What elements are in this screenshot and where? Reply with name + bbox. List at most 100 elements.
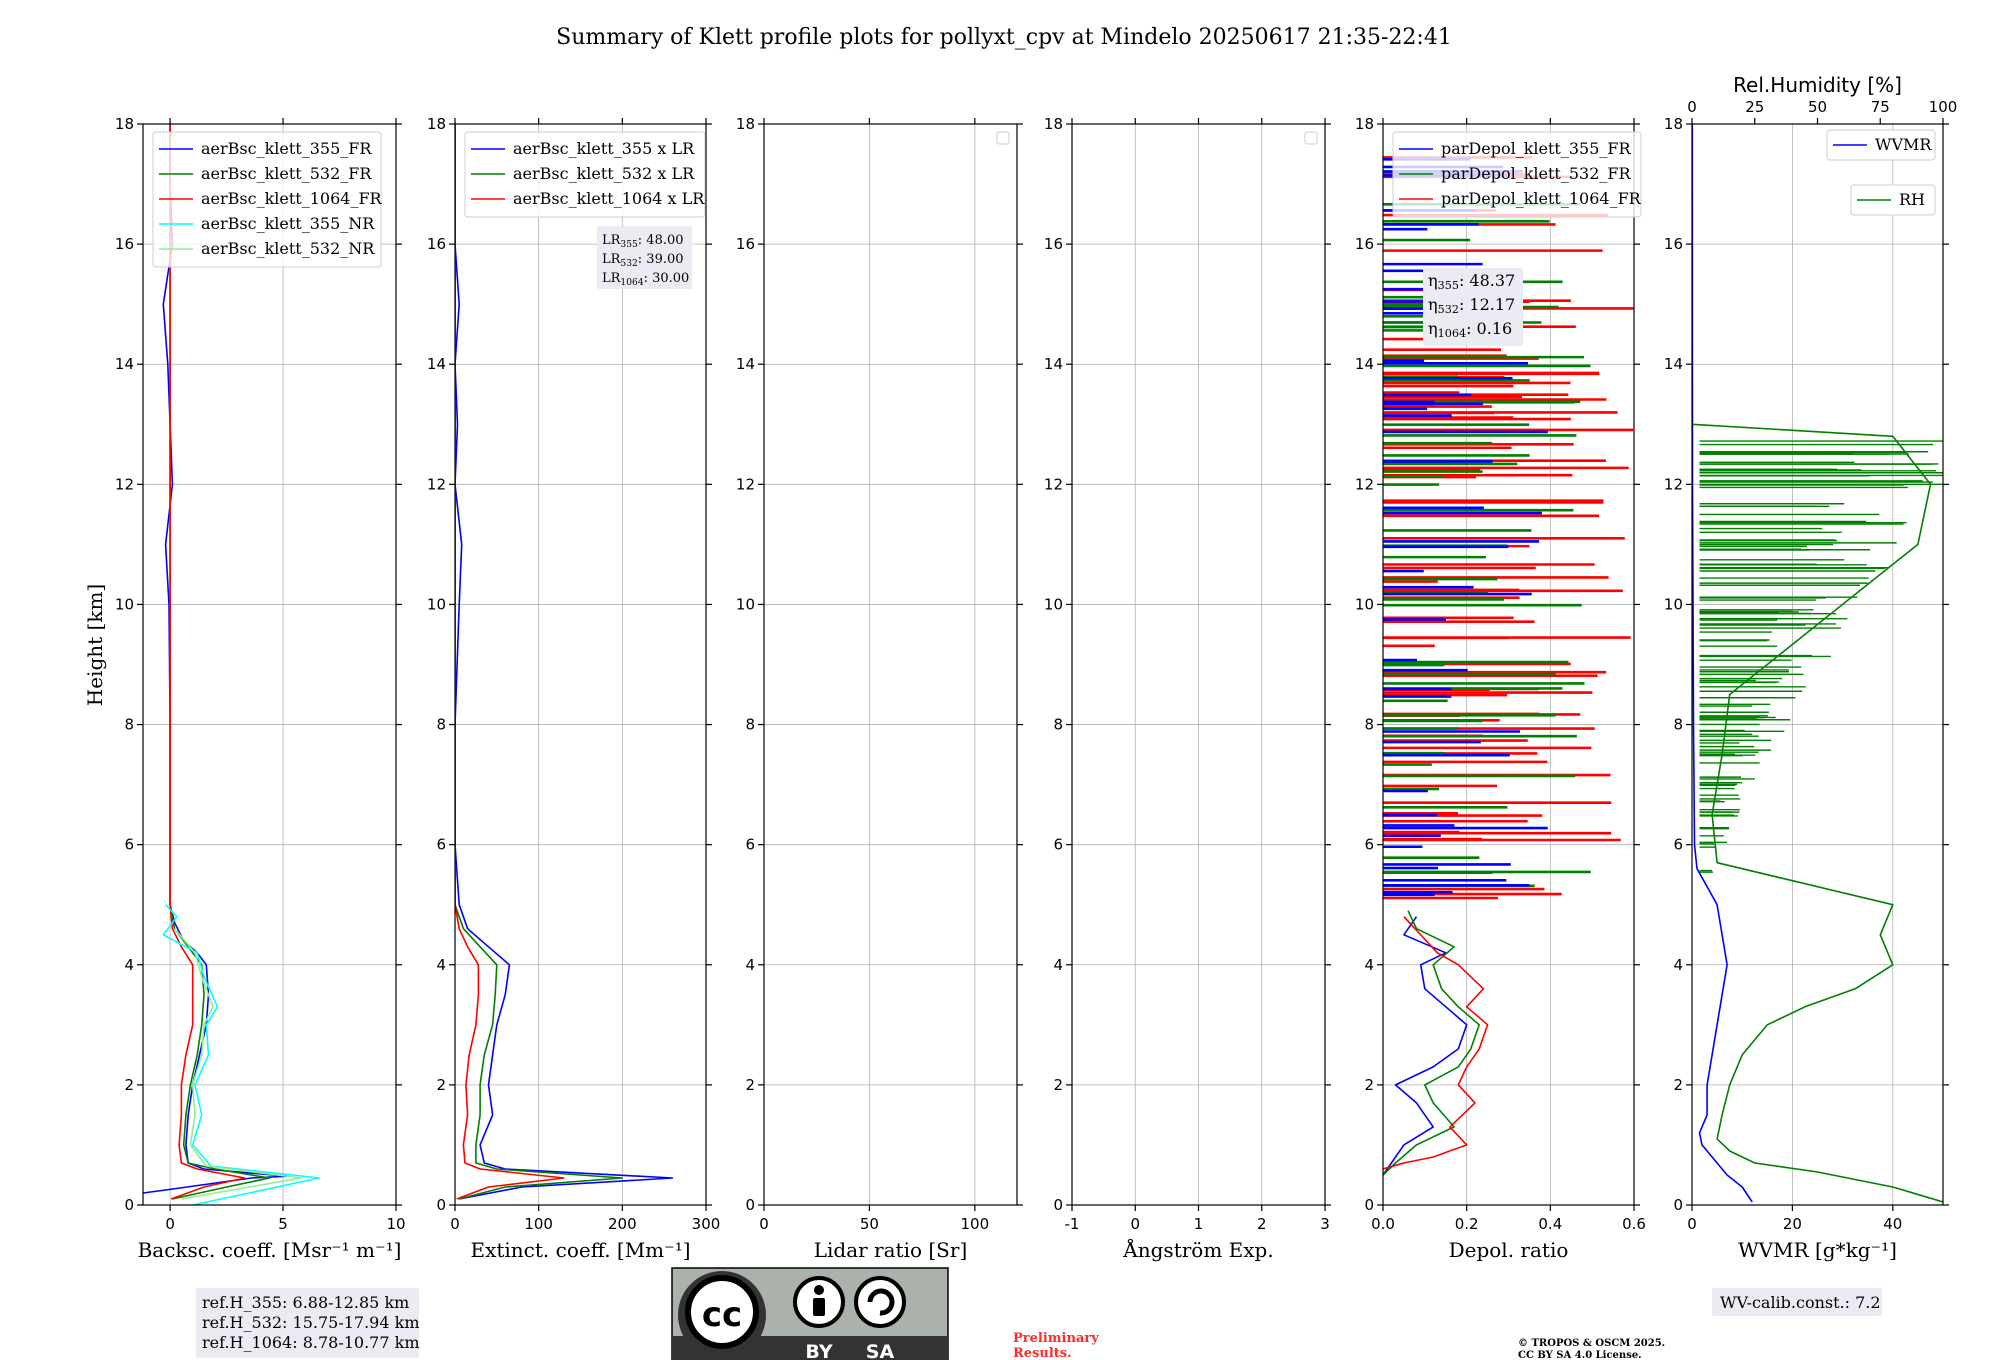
y-tick-label: 12 [1664,475,1683,493]
y-tick-label: 16 [427,235,446,253]
annotation-value: : 48.00 [638,233,684,248]
x-tick-label: 0 [1687,1215,1697,1233]
cc-icon [685,1275,759,1349]
x-tick-label: 0.0 [1371,1215,1395,1233]
x-axis-label: WVMR [g*kg⁻¹] [1738,1238,1897,1262]
y-tick-label: 12 [736,475,755,493]
data-area [143,124,321,1205]
legend-label: WVMR [1875,135,1932,154]
sa-icon-arrow [867,1288,895,1316]
axes-frame [1382,123,1635,1206]
series-line-RH [1692,423,1943,1203]
x-tick-label: 3 [1320,1215,1330,1233]
series-line-aerBsc_klett_1064 x LR [455,124,565,1200]
panel-lr: 0 2 4 6 8 10 12 14 16 18 0 50 100 Lidar ratio [Sr] [736,115,1023,1262]
series-line-aerBsc_klett_532_NR [173,928,302,1200]
empty-legend-box [996,131,1010,145]
y-tick-label: 8 [124,716,134,734]
legend-label: aerBsc_klett_532_FR [201,164,372,183]
x-tick-label-top: 100 [1929,98,1958,116]
annotation-text: LR532: 39.00 [602,252,684,269]
y-tick-label: 18 [736,115,755,133]
y-tick-label: 6 [745,836,755,854]
y-tick-label: 18 [1044,115,1063,133]
series-line-aerBsc_klett_532_FR [169,124,271,1200]
annotation-sub: 1064 [620,278,643,288]
legend-label: aerBsc_klett_355_FR [201,139,372,158]
copyright-text: © TROPOS & OSCM 2025. [1518,1338,1665,1349]
series-line-aerBsc_klett_355_FR [143,124,289,1194]
annotation-text: η532: 12.17 [1428,295,1515,316]
x-axis-label: Extinct. coeff. [Mm⁻¹] [470,1238,690,1262]
series-line-WVMR [1692,124,1753,1203]
y-tick-label: 4 [436,956,446,974]
series-line-aerBsc_klett_355_NR [162,904,321,1205]
legend-box [152,131,382,268]
annotation-text: LR355: 48.00 [602,233,684,250]
annotation-text: LR1064: 30.00 [602,271,689,288]
y-tick-label: 6 [436,836,446,854]
series-line-aerBsc_klett_532 x LR [455,124,624,1200]
y-tick-label: 14 [1664,355,1683,373]
y-tick-label: 6 [1364,836,1374,854]
y-tick-label: 10 [427,595,446,613]
y-tick-label: 6 [1053,836,1063,854]
y-axis-label: Height [km] [83,584,107,706]
x-tick-label: 100 [524,1215,553,1233]
annotation-sub: 355 [1438,279,1459,292]
legend-label: aerBsc_klett_1064 x LR [513,189,705,208]
y-tick-label: 4 [1364,956,1374,974]
y-tick-label: 16 [1355,235,1374,253]
y-tick-label: 10 [115,595,134,613]
x-tick-label-top: 25 [1745,98,1764,116]
y-tick-label: 4 [1053,956,1063,974]
annotation-value: : 48.37 [1459,271,1515,290]
sa-icon [854,1276,906,1328]
y-tick-label: 12 [115,475,134,493]
legend-label: aerBsc_klett_532_NR [201,239,375,258]
y-tick-label: 18 [1355,115,1374,133]
series-line-parDepol_klett_355_FR [1383,916,1468,1176]
x-tick-label: 5 [278,1215,288,1233]
series-line-aerBsc_klett_1064_FR [169,124,246,1200]
x-tick-label: 0.6 [1622,1215,1646,1233]
x-tick-label: 0.4 [1538,1215,1562,1233]
y-tick-label: 10 [1355,595,1374,613]
y-tick-label: 0 [1673,1196,1683,1214]
ref-h-line: ref.H_355: 6.88-12.85 km [202,1293,409,1312]
y-tick-label: 8 [1364,716,1374,734]
y-tick-label: 2 [1364,1076,1374,1094]
y-tick-label: 0 [1364,1196,1374,1214]
axes-frame [763,123,1018,1206]
y-tick-label: 6 [124,836,134,854]
x-tick-label: 0 [759,1215,769,1233]
figure-title: Summary of Klett profile plots for polly… [556,25,1452,50]
x-tick-label: 20 [1783,1215,1802,1233]
annotation-box [1423,268,1523,346]
series-line-parDepol_klett_532_FR [1383,910,1480,1176]
x-tick-label: 200 [608,1215,637,1233]
legend-label: aerBsc_klett_532 x LR [513,164,695,183]
y-tick-label: 18 [115,115,134,133]
data-area [455,124,674,1200]
legend-box [1850,184,1936,216]
data-area [1383,156,1634,1176]
x-tick-label: 0 [1130,1215,1140,1233]
series-line-aerBsc_klett_355 x LR [455,124,674,1200]
legend-label: parDepol_klett_532_FR [1441,164,1632,183]
annotation-sub: 532 [620,259,637,269]
y-tick-label: 0 [436,1196,446,1214]
y-tick-label: 10 [1664,595,1683,613]
x-tick-label: 2 [1257,1215,1267,1233]
y-tick-label: 8 [1053,716,1063,734]
y-tick-label: 6 [1673,836,1683,854]
y-tick-label: 14 [1044,355,1063,373]
wv-calib-box [1712,1288,1882,1316]
y-tick-label: 12 [427,475,446,493]
y-tick-label: 8 [745,716,755,734]
x-tick-label: 0 [165,1215,175,1233]
cc-sa-label: SA [866,1341,895,1360]
legend-label: aerBsc_klett_1064_FR [201,189,383,208]
